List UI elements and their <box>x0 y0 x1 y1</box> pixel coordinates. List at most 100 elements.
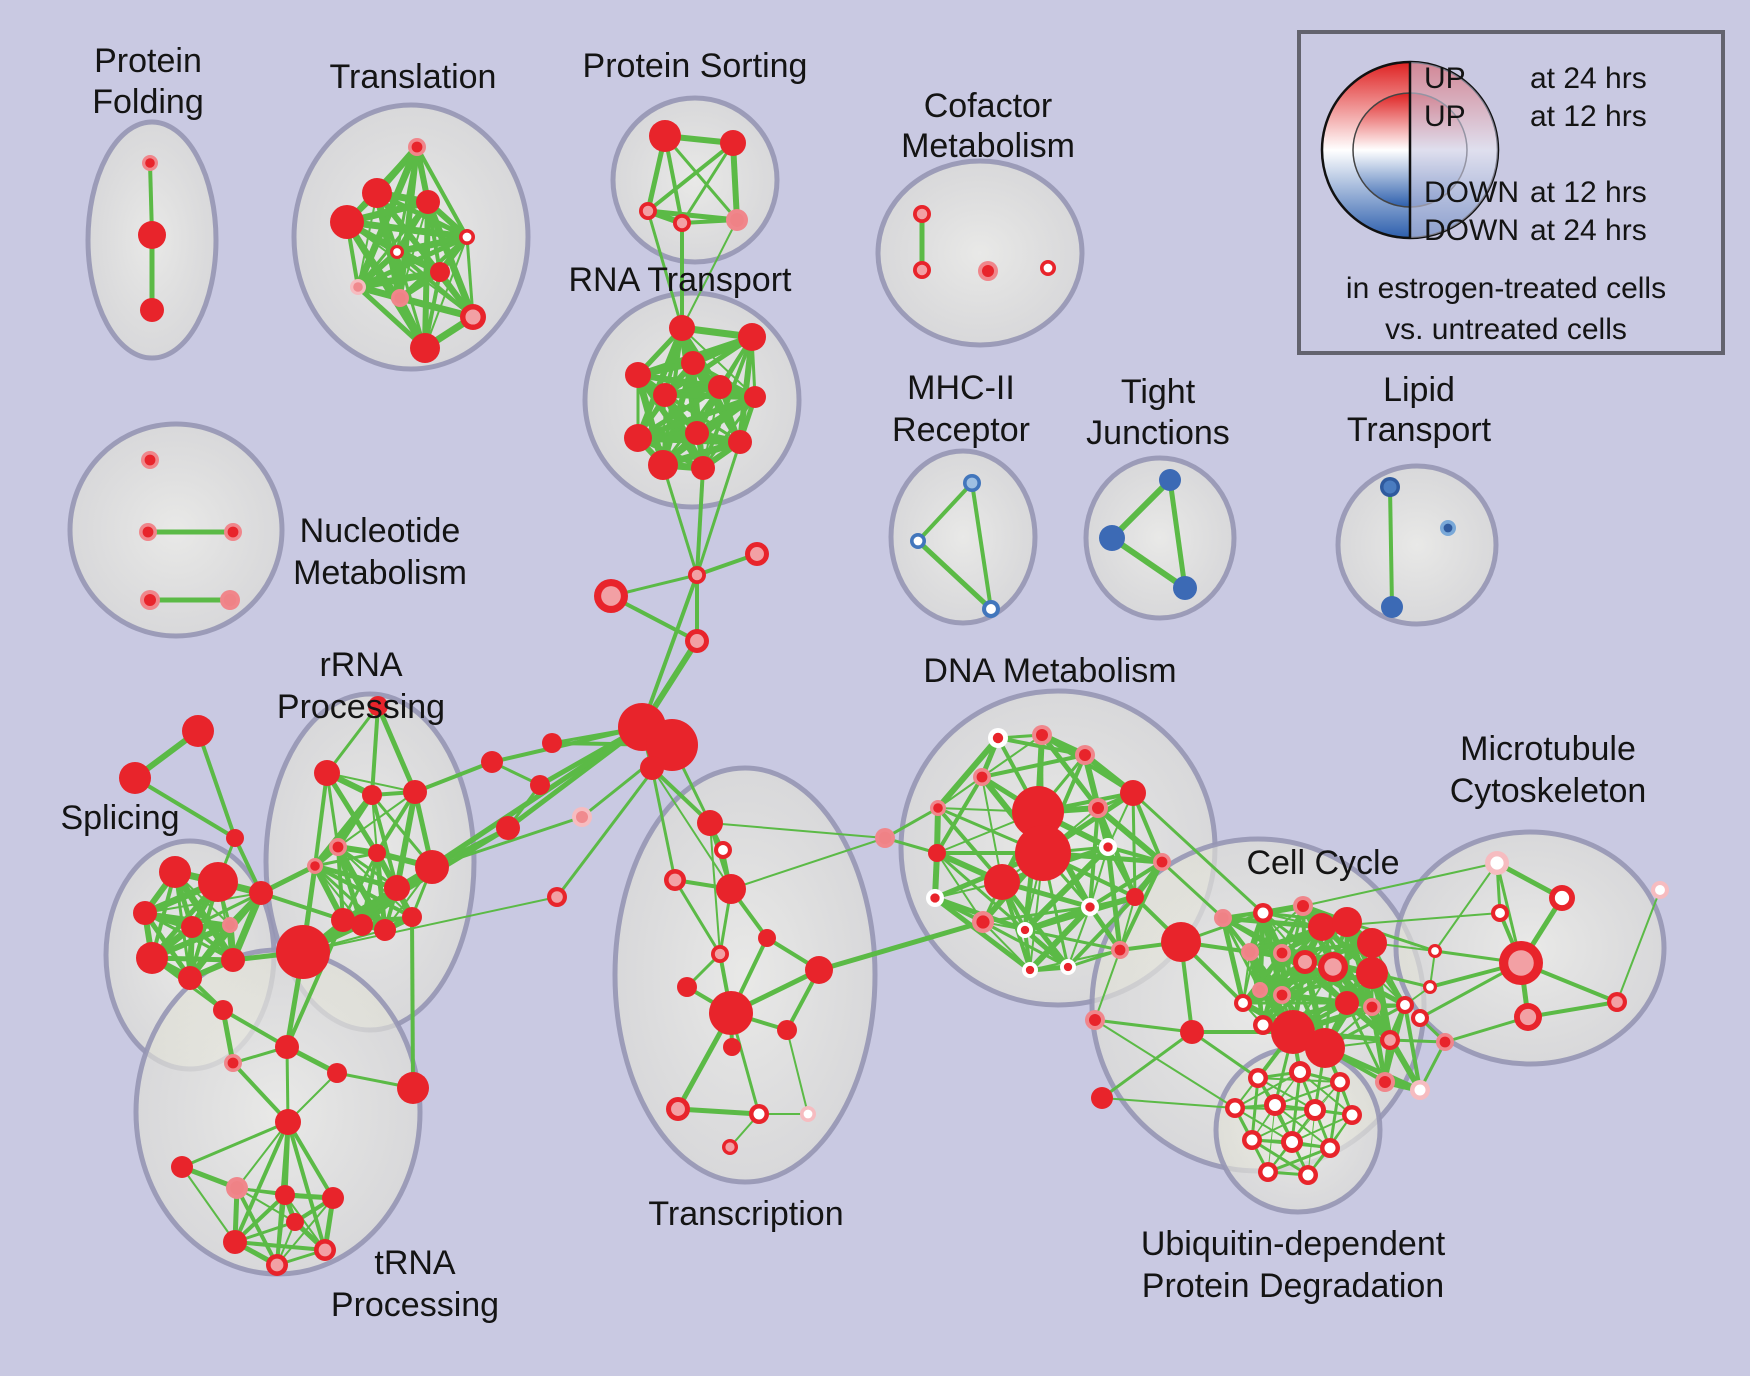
node-center-cc10 <box>1324 958 1342 976</box>
cluster-label-line: rRNA <box>319 646 402 684</box>
node-ring-cc5 <box>1332 907 1362 937</box>
node-cc9 <box>1293 950 1317 974</box>
edge-dmx-tc5 <box>730 837 886 890</box>
node-ring-tl11 <box>410 333 440 363</box>
node-center-lp1 <box>1383 480 1397 494</box>
node-rr0 <box>368 696 388 716</box>
node-center-tr8 <box>230 1181 244 1195</box>
node-center-mc2 <box>1554 890 1570 906</box>
edge-tc1-tc4 <box>650 767 677 881</box>
edge-lp1-lp2 <box>1388 486 1394 608</box>
node-dm7 <box>1088 798 1108 818</box>
edge-ps2-ps3 <box>646 141 735 213</box>
node-dm13 <box>926 889 944 907</box>
node-tl3 <box>416 190 440 214</box>
node-mc5 <box>1423 980 1437 994</box>
node-dm11 <box>1099 838 1117 856</box>
cluster-label-line: Nucleotide <box>300 512 461 550</box>
node-rr2 <box>362 785 382 805</box>
node-center-tc4 <box>668 873 682 887</box>
node-tr4 <box>327 1063 347 1083</box>
edge-dm1-dm5 <box>935 736 1001 810</box>
legend: UP at 24 hrs UP at 12 hrs DOWN at 12 hrs DOWN a… <box>1297 30 1725 355</box>
node-ring-dm10 <box>984 864 1020 900</box>
cluster-label-nm: Nucleotide Metabolism <box>293 512 467 592</box>
node-center-nm2 <box>142 526 154 538</box>
edge-dm11-dm15 <box>1022 844 1111 933</box>
node-cc3 <box>1293 896 1313 916</box>
node-ring-dm12 <box>928 844 946 862</box>
node-center-ch6 <box>551 891 563 903</box>
node-center-ps5 <box>730 213 744 227</box>
node-dm18 <box>1153 853 1171 871</box>
node-ch6 <box>547 887 567 907</box>
node-center-mc9 <box>1415 1013 1425 1023</box>
cluster-label-mc: Microtubule Cytoskeleton <box>1450 730 1647 810</box>
cluster-shape-mh <box>888 448 1038 626</box>
edge-dm16-dm20 <box>1027 904 1093 973</box>
cluster-label-line: Cofactor <box>924 87 1053 125</box>
node-sp1 <box>159 856 191 888</box>
node-center-rr5 <box>310 861 320 871</box>
node-center-tl6 <box>393 248 401 256</box>
node-ring-tc11 <box>777 1020 797 1040</box>
edge-cc21-cc23 <box>1403 1004 1422 1091</box>
node-center-dm2 <box>1036 729 1048 741</box>
node-ring-sp6 <box>178 966 202 990</box>
edge-dm11-dm16 <box>1089 846 1109 908</box>
node-ring-cc18 <box>1271 1010 1315 1054</box>
node-fn2 <box>530 775 550 795</box>
cluster-label-line: Junctions <box>1086 414 1230 452</box>
node-center-tc13 <box>671 1102 685 1116</box>
node-center-ch3 <box>601 586 621 606</box>
node-ring-tr10 <box>322 1187 344 1209</box>
cluster-shape-tj <box>1083 455 1237 621</box>
node-tl5 <box>459 229 475 245</box>
edge-dm2-dm4 <box>981 734 1043 778</box>
node-dm12 <box>928 844 946 862</box>
node-ring-rr11 <box>374 919 396 941</box>
cluster-label-cf: Cofactor Metabolism <box>901 87 1075 165</box>
node-dm10 <box>984 864 1020 900</box>
node-tl7 <box>430 262 450 282</box>
node-fn1 <box>481 751 503 773</box>
cluster-label-line: Microtubule <box>1460 730 1636 768</box>
node-dm21 <box>1060 959 1076 975</box>
node-tc14 <box>749 1104 769 1124</box>
legend-direction-label: UP <box>1424 100 1466 133</box>
edge-tr2-tr6 <box>231 1061 290 1124</box>
node-cc11 <box>1356 957 1388 989</box>
node-lp3 <box>1440 520 1456 536</box>
edge-rr1-rr3 <box>326 772 416 793</box>
edge-tr1-tr3 <box>221 1008 289 1049</box>
node-ring-rr10 <box>351 914 373 936</box>
node-ub9 <box>1281 1131 1303 1153</box>
node-ch2 <box>745 542 769 566</box>
node-tr5 <box>397 1072 429 1104</box>
node-ring-tr4 <box>327 1063 347 1083</box>
node-ring-sp1 <box>159 856 191 888</box>
node-center-ub4 <box>1229 1102 1241 1114</box>
node-center-tr2 <box>227 1057 239 1069</box>
node-cc8 <box>1273 944 1291 962</box>
node-ring-rt1 <box>669 315 695 341</box>
node-cf1 <box>913 205 931 223</box>
edge-cc1-cc14 <box>1220 917 1246 1004</box>
cluster-label-line: Folding <box>92 83 204 121</box>
node-cc17 <box>1363 998 1381 1016</box>
node-tr1 <box>213 1000 233 1020</box>
node-center-dm1 <box>992 732 1004 744</box>
node-dm17 <box>1126 888 1144 906</box>
node-ch1 <box>688 566 706 584</box>
edge-dm7-dm18 <box>1096 805 1164 865</box>
edge-ps1-ps5 <box>663 135 739 221</box>
node-center-tl1 <box>411 141 423 153</box>
node-tc8 <box>677 977 697 997</box>
edge-tr6-tr10 <box>286 1120 335 1200</box>
node-tc7 <box>758 929 776 947</box>
edge-tr6-tr8 <box>236 1121 289 1189</box>
node-sp5 <box>136 942 168 974</box>
node-tl2 <box>362 178 392 208</box>
node-t3 <box>226 829 244 847</box>
node-ch4 <box>685 629 709 653</box>
